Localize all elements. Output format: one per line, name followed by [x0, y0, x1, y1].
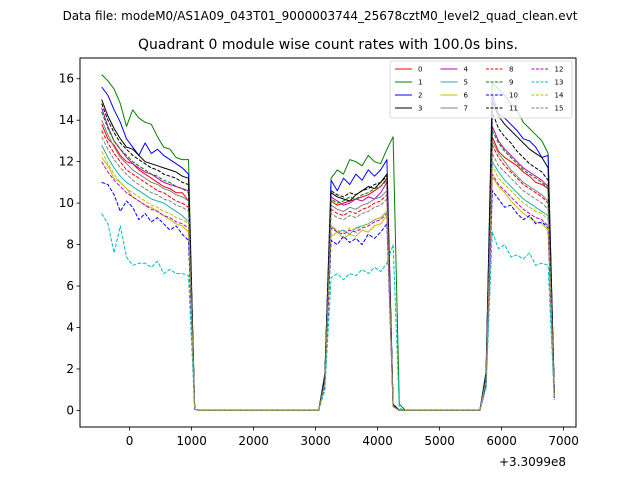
chart-title: Quadrant 0 module wise count rates with … [138, 37, 518, 53]
legend-label-7: 7 [464, 105, 468, 113]
plot-area [101, 74, 555, 411]
x-tick-label: 4000 [362, 434, 393, 448]
y-tick-label: 0 [66, 403, 74, 417]
x-tick-label: 6000 [486, 434, 517, 448]
x-axis-offset-label: +3.3099e8 [499, 455, 566, 469]
legend-label-15: 15 [555, 105, 564, 113]
axes: 0 1000 2000 3000 4000 5000 6000 700002468101214… [59, 57, 579, 448]
series-line-8 [101, 130, 555, 411]
data-file-suptitle: Data file: modeM0/AS1A09_043T01_90000037… [63, 9, 578, 23]
legend-label-1: 1 [418, 79, 422, 87]
legend-label-3: 3 [418, 105, 422, 113]
legend-label-4: 4 [464, 66, 469, 74]
legend-label-9: 9 [509, 79, 513, 87]
legend-label-5: 5 [464, 79, 468, 87]
x-tick-label: 5000 [424, 434, 455, 448]
y-tick-label: 4 [66, 320, 74, 334]
x-tick-label: 0 [126, 434, 134, 448]
legend-label-0: 0 [418, 66, 422, 74]
legend-frame [389, 60, 573, 119]
y-tick-label: 14 [59, 113, 74, 127]
legend-label-10: 10 [509, 92, 518, 100]
y-tick-label: 10 [59, 196, 74, 210]
y-tick-label: 2 [66, 362, 74, 376]
legend-label-13: 13 [555, 79, 564, 87]
legend-label-11: 11 [509, 105, 518, 113]
x-tick-label: 3000 [300, 434, 331, 448]
x-tick-label: 1000 [176, 434, 207, 448]
series-line-13 [101, 213, 555, 411]
y-tick-label: 6 [66, 279, 74, 293]
x-tick-label: 7000 [548, 434, 579, 448]
legend-label-12: 12 [555, 66, 564, 74]
y-tick-label: 12 [59, 155, 74, 169]
x-tick-label: 2000 [238, 434, 269, 448]
legend-label-2: 2 [418, 92, 422, 100]
legend-label-8: 8 [509, 66, 513, 74]
y-tick-label: 16 [59, 72, 74, 86]
legend-label-6: 6 [464, 92, 469, 100]
series-line-15 [101, 136, 555, 411]
y-tick-label: 8 [66, 238, 74, 252]
legend-label-14: 14 [555, 92, 564, 100]
axes-frame [79, 57, 577, 428]
